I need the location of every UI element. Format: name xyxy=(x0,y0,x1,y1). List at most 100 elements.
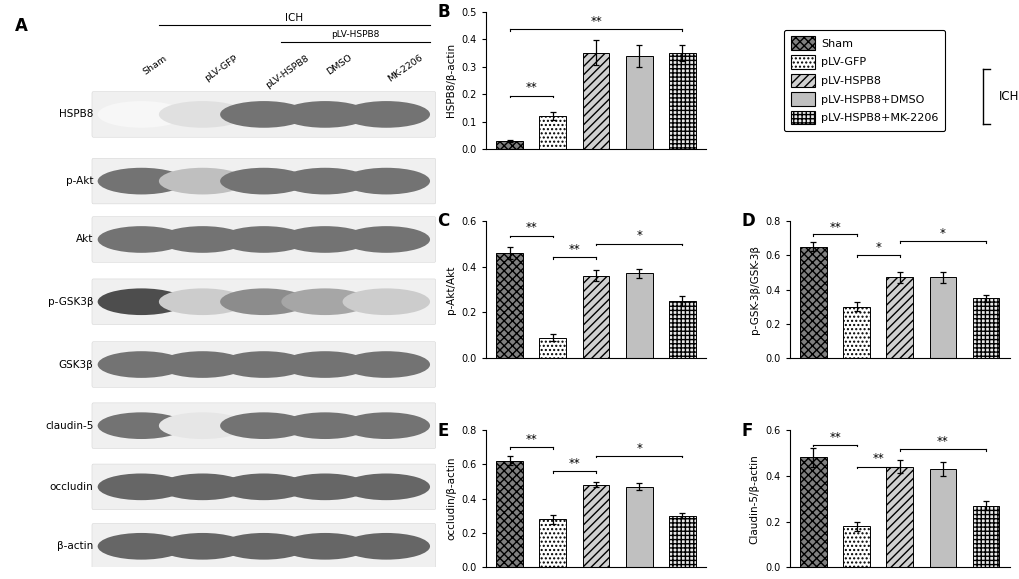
Ellipse shape xyxy=(159,533,247,560)
Ellipse shape xyxy=(342,533,430,560)
Bar xyxy=(972,505,999,567)
Ellipse shape xyxy=(220,288,308,315)
Bar xyxy=(799,247,826,358)
Text: **: ** xyxy=(936,435,948,448)
Text: D: D xyxy=(741,212,754,230)
Ellipse shape xyxy=(281,101,369,128)
Ellipse shape xyxy=(159,474,247,500)
Ellipse shape xyxy=(342,226,430,253)
FancyBboxPatch shape xyxy=(92,91,435,137)
Y-axis label: p-GSK-3β/GSK-3β: p-GSK-3β/GSK-3β xyxy=(749,245,759,334)
Text: *: * xyxy=(636,442,642,455)
Ellipse shape xyxy=(98,474,185,500)
FancyBboxPatch shape xyxy=(92,217,435,262)
Ellipse shape xyxy=(159,288,247,315)
Bar xyxy=(972,298,999,358)
FancyBboxPatch shape xyxy=(92,523,435,569)
Text: pLV-HSPB8: pLV-HSPB8 xyxy=(331,30,379,39)
Legend: Sham, pLV-GFP, pLV-HSPB8, pLV-HSPB8+DMSO, pLV-HSPB8+MK-2206: Sham, pLV-GFP, pLV-HSPB8, pLV-HSPB8+DMSO… xyxy=(784,30,944,131)
Ellipse shape xyxy=(159,168,247,195)
Text: **: ** xyxy=(871,452,883,466)
Text: occludin: occludin xyxy=(50,482,93,492)
Bar xyxy=(928,469,956,567)
Bar xyxy=(668,53,695,149)
Bar xyxy=(886,277,912,358)
Bar xyxy=(496,253,523,358)
Text: **: ** xyxy=(568,243,580,256)
Ellipse shape xyxy=(98,168,185,195)
Ellipse shape xyxy=(98,351,185,378)
Text: Akt: Akt xyxy=(75,234,93,244)
Text: E: E xyxy=(437,422,448,439)
Bar xyxy=(843,526,869,567)
FancyBboxPatch shape xyxy=(92,464,435,510)
Text: ICH: ICH xyxy=(285,13,304,23)
Text: MK-2206: MK-2206 xyxy=(386,53,424,84)
Bar xyxy=(668,301,695,358)
Text: Sham: Sham xyxy=(142,53,168,76)
Bar xyxy=(539,338,566,358)
Text: *: * xyxy=(940,228,945,240)
Ellipse shape xyxy=(342,474,430,500)
Bar xyxy=(496,141,523,149)
Y-axis label: occludin/β-actin: occludin/β-actin xyxy=(445,457,455,540)
Text: HSPB8: HSPB8 xyxy=(59,109,93,119)
Ellipse shape xyxy=(98,412,185,439)
Bar xyxy=(582,53,608,149)
Ellipse shape xyxy=(342,288,430,315)
Bar xyxy=(539,116,566,149)
Ellipse shape xyxy=(281,226,369,253)
Ellipse shape xyxy=(98,288,185,315)
Text: pLV-GFP: pLV-GFP xyxy=(203,53,239,83)
Ellipse shape xyxy=(220,412,308,439)
Text: A: A xyxy=(14,17,28,35)
Bar xyxy=(886,467,912,567)
FancyBboxPatch shape xyxy=(92,342,435,387)
FancyBboxPatch shape xyxy=(92,279,435,324)
Ellipse shape xyxy=(159,226,247,253)
Bar xyxy=(626,486,652,567)
Bar xyxy=(626,56,652,149)
Ellipse shape xyxy=(220,101,308,128)
Text: **: ** xyxy=(828,431,840,444)
FancyBboxPatch shape xyxy=(92,403,435,449)
Ellipse shape xyxy=(220,226,308,253)
Bar xyxy=(496,461,523,567)
Ellipse shape xyxy=(220,533,308,560)
Text: p-GSK3β: p-GSK3β xyxy=(48,296,93,307)
Bar xyxy=(626,273,652,358)
Bar xyxy=(668,516,695,567)
Ellipse shape xyxy=(159,412,247,439)
Text: GSK3β: GSK3β xyxy=(58,360,93,369)
Ellipse shape xyxy=(159,101,247,128)
Ellipse shape xyxy=(98,533,185,560)
Ellipse shape xyxy=(98,226,185,253)
Ellipse shape xyxy=(342,351,430,378)
Text: *: * xyxy=(636,229,642,243)
Text: β-actin: β-actin xyxy=(57,541,93,551)
Ellipse shape xyxy=(159,351,247,378)
Ellipse shape xyxy=(342,168,430,195)
Text: **: ** xyxy=(525,221,537,234)
Ellipse shape xyxy=(220,474,308,500)
Ellipse shape xyxy=(220,351,308,378)
Bar xyxy=(799,457,826,567)
Text: **: ** xyxy=(590,15,601,28)
Ellipse shape xyxy=(98,101,185,128)
Text: **: ** xyxy=(525,433,537,446)
Text: *: * xyxy=(874,241,880,254)
Ellipse shape xyxy=(281,351,369,378)
Ellipse shape xyxy=(281,288,369,315)
Text: F: F xyxy=(741,422,752,439)
Ellipse shape xyxy=(281,168,369,195)
Bar xyxy=(539,519,566,567)
Y-axis label: Claudin-5/β-actin: Claudin-5/β-actin xyxy=(749,454,759,544)
Text: C: C xyxy=(437,212,449,230)
Bar xyxy=(843,307,869,358)
Text: pLV-HSPB8: pLV-HSPB8 xyxy=(264,53,310,90)
FancyBboxPatch shape xyxy=(92,158,435,204)
Text: claudin-5: claudin-5 xyxy=(45,421,93,431)
Bar xyxy=(582,485,608,567)
Text: ICH: ICH xyxy=(998,90,1018,104)
Ellipse shape xyxy=(281,533,369,560)
